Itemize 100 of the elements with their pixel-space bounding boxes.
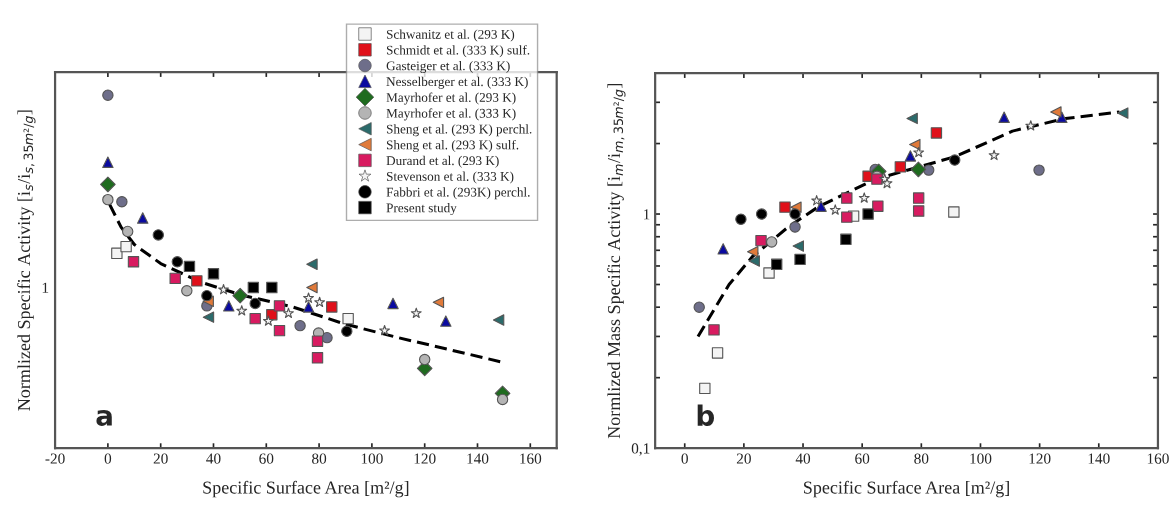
legend-label: Nesselberger et al. (333 K)	[386, 76, 528, 89]
annotation: a	[96, 410, 112, 426]
point	[910, 161, 927, 178]
legend-label: Schmidt et al. (333 K) sulf.	[386, 45, 530, 58]
x-axis-title: Specific Surface Area [m²/g]	[203, 480, 409, 498]
point	[342, 312, 354, 325]
y-tick-label: 0,1	[631, 443, 650, 456]
point	[872, 200, 884, 212]
point	[770, 258, 783, 270]
point	[708, 324, 720, 336]
point	[779, 201, 791, 213]
point	[232, 287, 248, 304]
point	[904, 150, 917, 162]
point	[341, 325, 353, 338]
point	[120, 240, 132, 253]
point	[789, 221, 801, 233]
point	[127, 256, 140, 268]
point	[306, 281, 318, 294]
point	[913, 146, 925, 158]
point	[311, 335, 324, 347]
x-tick-label: 20	[736, 453, 751, 464]
point	[998, 111, 1010, 123]
point	[815, 200, 827, 212]
point	[811, 194, 823, 206]
point	[273, 324, 286, 337]
x-tick-label: 100	[361, 453, 383, 464]
point	[152, 229, 165, 241]
point	[492, 314, 505, 326]
y-axis-title: Normlized Mass Specific Activity [i$_{m}$/i$_{m,35m²/g}$]	[607, 83, 626, 439]
y-axis-title: Normlized Specific Activity [i$_{s}$/i$_{s,35m²/g}$]	[17, 110, 36, 411]
point	[1117, 107, 1129, 119]
point	[747, 246, 759, 258]
point	[912, 192, 925, 204]
x-tick-label: 20	[153, 453, 168, 464]
point	[841, 211, 853, 223]
x-tick-label: 40	[795, 453, 811, 464]
point	[294, 319, 306, 332]
point	[1050, 106, 1062, 118]
point	[748, 255, 760, 267]
point	[755, 234, 767, 247]
x-tick-label: 100	[970, 453, 992, 464]
point	[699, 382, 711, 395]
point	[717, 243, 729, 255]
point	[496, 393, 509, 406]
annotation: b	[697, 404, 715, 427]
point	[794, 253, 806, 266]
point	[249, 312, 261, 325]
legend-label: Sheng et al. (293 K) perchl.	[386, 124, 532, 137]
text: 1	[42, 282, 49, 293]
point	[858, 192, 870, 203]
point	[102, 193, 114, 206]
point	[102, 89, 114, 101]
legend-label: Schwanitz et al. (293 K)	[386, 29, 515, 42]
point	[249, 297, 261, 310]
x-tick-label: 40	[206, 453, 221, 464]
point	[949, 154, 961, 166]
point	[100, 176, 116, 193]
point	[829, 204, 841, 215]
point	[763, 267, 775, 279]
x-tick-label: 80	[312, 453, 327, 464]
point	[326, 301, 338, 313]
legend-label: Present study	[386, 203, 457, 216]
point	[906, 112, 918, 125]
point	[894, 161, 907, 173]
x-tick-label: 0	[104, 453, 112, 464]
x-tick-label: 160	[1147, 453, 1169, 464]
point	[988, 149, 1000, 161]
point	[909, 138, 921, 151]
point	[191, 275, 203, 287]
point	[765, 236, 778, 248]
legend-label: Gasteiger et al. (333 K)	[386, 61, 510, 74]
x-tick-label: 160	[520, 453, 542, 464]
point	[302, 301, 315, 313]
x-tick-label: 0	[681, 453, 688, 464]
point	[912, 205, 925, 217]
point	[735, 213, 747, 225]
point	[202, 311, 215, 323]
point	[137, 212, 149, 224]
legend-label: Mayrhofer et al. (293 K)	[386, 92, 516, 105]
point	[930, 127, 943, 139]
x-axis-title: Specific Surface Area [m²/g]	[804, 480, 1009, 498]
point	[840, 233, 852, 245]
point	[311, 352, 324, 364]
point	[387, 297, 399, 310]
point	[247, 281, 260, 294]
legend-label: Fabbri et al. (293K) perchl.	[386, 187, 530, 200]
point	[201, 289, 213, 302]
point	[1033, 164, 1045, 176]
x-tick-label: 120	[414, 453, 436, 464]
point	[102, 156, 114, 168]
point	[223, 300, 235, 312]
legend-label: Stevenson et al. (333 K)	[386, 171, 514, 184]
legend-label: Durand et al. (293 K)	[386, 155, 499, 168]
point	[262, 315, 274, 326]
point	[181, 285, 193, 297]
point	[792, 240, 804, 252]
point	[432, 296, 445, 309]
x-tick-label: 80	[914, 453, 929, 464]
x-tick-label: 120	[1029, 453, 1051, 464]
point	[171, 256, 184, 268]
